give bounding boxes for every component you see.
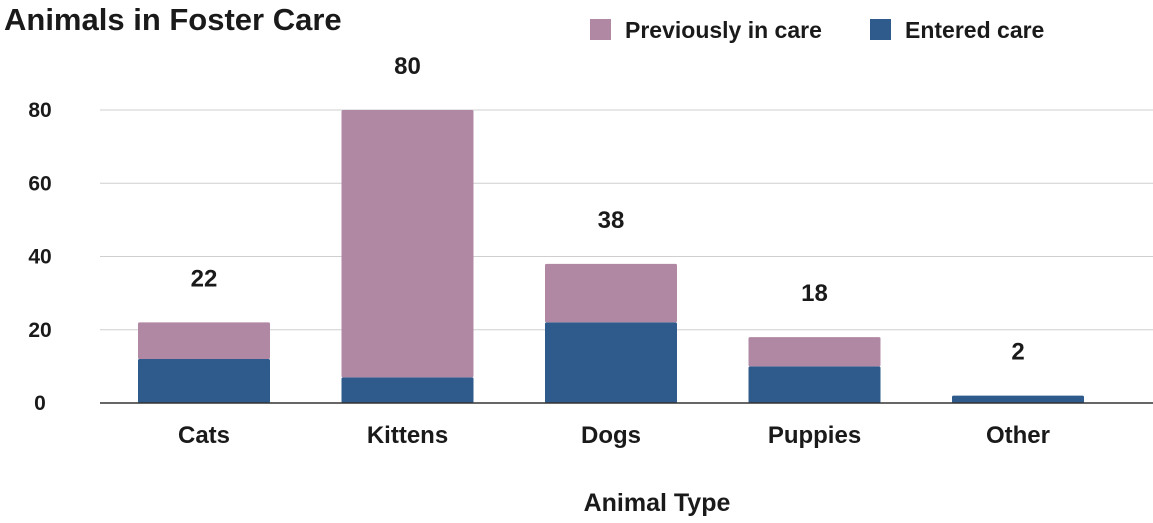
- legend-label-entered-care: Entered care: [905, 17, 1044, 43]
- x-axis-category-labels: Cats Kittens Dogs Puppies Other: [178, 422, 1050, 449]
- x-axis-title: Animal Type: [584, 489, 731, 517]
- y-axis-ticks: 0 20 40 60 80: [28, 99, 51, 415]
- bar-segment-dogs-previously-in-care: [545, 263, 677, 323]
- bar-total-label: 2: [1011, 339, 1024, 366]
- legend-swatch-entered-care: [870, 19, 891, 40]
- legend: Previously in care Entered care: [590, 17, 1044, 43]
- legend-label-previously-in-care: Previously in care: [625, 17, 822, 43]
- bars: [138, 110, 1084, 403]
- bar-segment-other-entered-care: [952, 395, 1084, 403]
- bar-total-label: 18: [801, 280, 828, 307]
- y-tick-label: 0: [34, 392, 46, 415]
- bar-segment-kittens-previously-in-care: [341, 110, 474, 378]
- legend-swatch-previously-in-care: [590, 19, 611, 40]
- x-tick-label: Puppies: [768, 422, 861, 449]
- y-tick-label: 20: [28, 319, 51, 342]
- bar-segment-puppies-previously-in-care: [748, 337, 881, 367]
- x-tick-label: Kittens: [367, 422, 448, 449]
- bar-total-label: 80: [394, 53, 421, 80]
- bar-total-label: 22: [191, 265, 218, 292]
- bar-segment-cats-previously-in-care: [138, 322, 270, 360]
- chart-title: Animals in Foster Care: [4, 2, 342, 37]
- bar-total-labels: 22 80 38 18 2: [191, 53, 1025, 366]
- x-tick-label: Other: [986, 422, 1050, 449]
- bar-segment-kittens-entered-care: [341, 377, 474, 403]
- bar-segment-cats-entered-care: [138, 359, 270, 403]
- y-tick-label: 60: [28, 172, 51, 195]
- y-tick-label: 40: [28, 246, 51, 269]
- bar-total-label: 38: [598, 207, 625, 234]
- bar-segment-puppies-entered-care: [748, 366, 881, 403]
- bar-segment-dogs-entered-care: [545, 322, 677, 403]
- x-tick-label: Cats: [178, 422, 230, 449]
- y-tick-label: 80: [28, 99, 51, 122]
- x-tick-label: Dogs: [581, 422, 641, 449]
